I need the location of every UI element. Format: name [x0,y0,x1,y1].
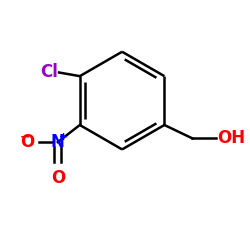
Text: Cl: Cl [40,64,58,82]
Text: N: N [51,133,65,151]
Text: −: − [20,130,30,143]
Text: O: O [51,169,65,187]
Text: +: + [58,132,68,142]
Text: O: O [20,133,34,151]
Text: OH: OH [217,130,245,148]
